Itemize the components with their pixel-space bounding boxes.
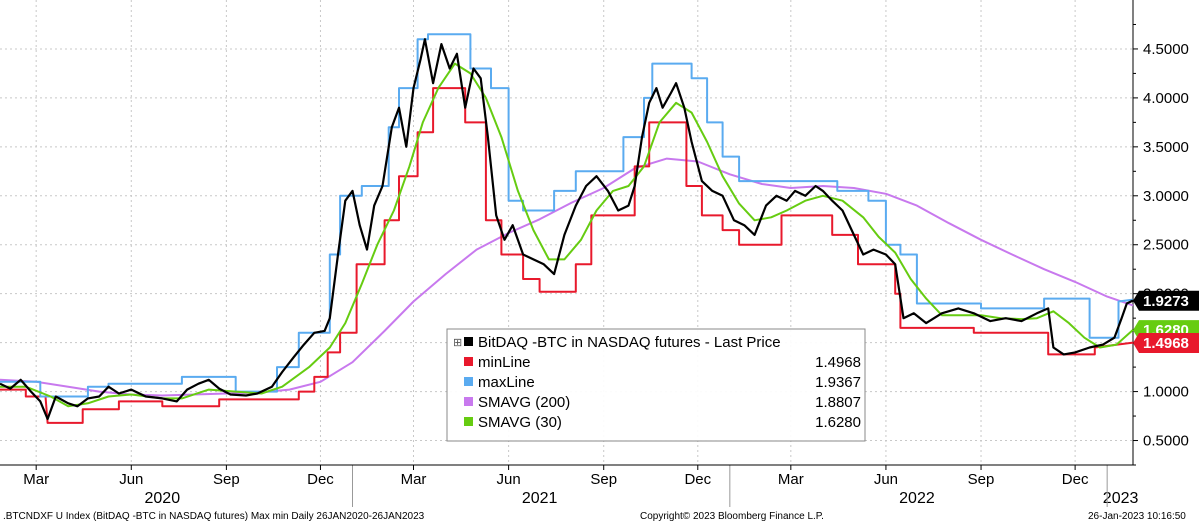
footer: .BTCNDXF U Index (BitDAQ -BTC in NASDAQ … bbox=[3, 511, 1186, 522]
x-month-label: Mar bbox=[401, 471, 427, 488]
x-month-label: Sep bbox=[213, 471, 240, 488]
x-month-label: Sep bbox=[968, 471, 995, 488]
x-month-label: Sep bbox=[590, 471, 617, 488]
footer-copyright-text: Copyright© 2023 Bloomberg Finance L.P. bbox=[640, 511, 824, 522]
x-month-label: Jun bbox=[497, 471, 521, 488]
legend-swatch-last-price bbox=[464, 337, 473, 346]
legend-entry-name: maxLine bbox=[478, 374, 535, 391]
x-month-label: Dec bbox=[307, 471, 334, 488]
x-year-label: 2022 bbox=[899, 490, 935, 507]
x-month-label: Mar bbox=[23, 471, 49, 488]
legend-swatch bbox=[464, 397, 473, 406]
legend-entry-name: SMAVG (200) bbox=[478, 394, 570, 411]
x-month-label: Dec bbox=[1062, 471, 1089, 488]
legend-swatch bbox=[464, 357, 473, 366]
last-value-tag: 1.9273 bbox=[1133, 290, 1199, 311]
last-value-tag: 1.4968 bbox=[1133, 332, 1199, 353]
legend-entry-value: 1.9367 bbox=[815, 374, 861, 391]
legend-entry-value: 1.4968 bbox=[815, 354, 861, 371]
x-month-label: Jun bbox=[119, 471, 143, 488]
legend: ⊞ BitDAQ -BTC in NASDAQ futures - Last Pr… bbox=[446, 328, 866, 442]
legend-entry-value: 1.6280 bbox=[815, 414, 861, 431]
legend-move-handle: ⊞ bbox=[453, 337, 462, 349]
last-value-tag-bg bbox=[1133, 332, 1199, 353]
last-value-tag-label: 1.4968 bbox=[1143, 335, 1189, 352]
y-tick-label: 3.5000 bbox=[1143, 139, 1189, 156]
legend-box bbox=[446, 328, 866, 442]
legend-entry-value: 1.8807 bbox=[815, 394, 861, 411]
x-month-label: Dec bbox=[684, 471, 711, 488]
y-tick-label: 4.5000 bbox=[1143, 41, 1189, 58]
last-value-tag-bg bbox=[1133, 290, 1199, 311]
footer-timestamp-text: 26-Jan-2023 10:16:50 bbox=[1088, 511, 1186, 522]
y-tick-label: 3.0000 bbox=[1143, 188, 1189, 205]
x-month-label: Mar bbox=[778, 471, 804, 488]
series-line-bitdaq-btc-in-nasdaq-futures-last-price bbox=[0, 38, 1134, 421]
y-tick-label: 0.5000 bbox=[1143, 433, 1189, 450]
y-tick-label: 1.0000 bbox=[1143, 384, 1189, 401]
x-year-label: 2023 bbox=[1103, 490, 1139, 507]
legend-swatch bbox=[464, 417, 473, 426]
footer-left-text: .BTCNDXF U Index (BitDAQ -BTC in NASDAQ … bbox=[3, 511, 425, 522]
x-year-label: 2020 bbox=[145, 490, 181, 507]
x-month-label: Jun bbox=[874, 471, 898, 488]
y-tick-label: 2.5000 bbox=[1143, 237, 1189, 254]
series-lines bbox=[0, 33, 1134, 424]
y-tick-label: 4.0000 bbox=[1143, 90, 1189, 107]
legend-title: BitDAQ -BTC in NASDAQ futures - Last Pri… bbox=[478, 334, 781, 351]
legend-swatch bbox=[464, 377, 473, 386]
legend-entry-name: minLine bbox=[478, 354, 531, 371]
legend-entry-name: SMAVG (30) bbox=[478, 414, 562, 431]
series-line-smavg-30 bbox=[0, 62, 1134, 408]
last-value-tag-label: 1.9273 bbox=[1143, 293, 1189, 310]
x-year-label: 2021 bbox=[522, 490, 558, 507]
series-line-maxline bbox=[0, 33, 1134, 398]
